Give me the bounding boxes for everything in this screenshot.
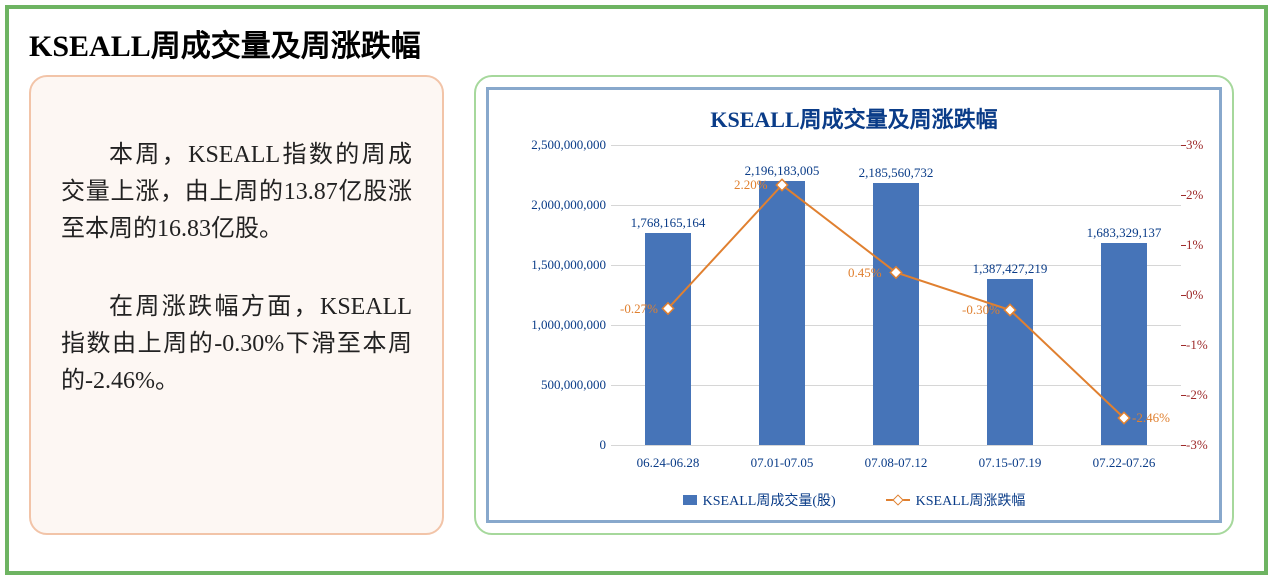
y1-tick-label: 500,000,000 [541,377,606,393]
y1-tick-label: 1,000,000,000 [531,317,606,333]
y1-tick-label: 1,500,000,000 [531,257,606,273]
y2-tick-label: 1% [1186,237,1203,253]
y2-tick-label: 3% [1186,137,1203,153]
line-overlay [611,145,1181,445]
legend-swatch-line [886,499,910,501]
legend-item-volume: KSEALL周成交量(股) [683,490,836,510]
x-tick-label: 07.01-07.05 [725,455,839,471]
y2-tick-label: -3% [1186,437,1208,453]
content-row: 本周，KSEALL指数的周成交量上涨，由上周的13.87亿股涨至本周的16.83… [29,75,1244,535]
paragraph-2: 在周涨跌幅方面，KSEALL指数由上周的-0.30%下滑至本周的-2.46%。 [61,289,412,401]
y1-tick-label: 2,000,000,000 [531,197,606,213]
legend: KSEALL周成交量(股) KSEALL周涨跌幅 [489,490,1219,510]
line-value-label: 2.20% [734,177,768,193]
x-axis-labels: 06.24-06.2807.01-07.0507.08-07.1207.15-0… [611,455,1181,471]
line-value-label: -0.30% [962,302,1000,318]
y2-tick-label: -2% [1186,387,1208,403]
y2-tick-label: -1% [1186,337,1208,353]
x-tick-label: 07.15-07.19 [953,455,1067,471]
chart-panel: KSEALL周成交量及周涨跌幅 0500,000,0001,000,000,00… [474,75,1234,535]
chart-title: KSEALL周成交量及周涨跌幅 [489,102,1219,134]
y1-tick-label: 2,500,000,000 [531,137,606,153]
gridline [611,445,1181,446]
line-value-label: 0.45% [848,265,882,281]
legend-item-pct: KSEALL周涨跌幅 [886,490,1026,510]
y2-tick-label: 2% [1186,187,1203,203]
x-tick-label: 07.08-07.12 [839,455,953,471]
y2-tick-label: 0% [1186,287,1203,303]
page-title: KSEALL周成交量及周涨跌幅 [29,21,1244,65]
description-panel: 本周，KSEALL指数的周成交量上涨，由上周的13.87亿股涨至本周的16.83… [29,75,444,535]
slide-frame: KSEALL周成交量及周涨跌幅 本周，KSEALL指数的周成交量上涨，由上周的1… [5,5,1268,575]
legend-label-pct: KSEALL周涨跌幅 [916,490,1026,510]
line-value-label: -2.46% [1132,410,1170,426]
paragraph-1: 本周，KSEALL指数的周成交量上涨，由上周的13.87亿股涨至本周的16.83… [61,137,412,249]
plot-area: 0500,000,0001,000,000,0001,500,000,0002,… [611,145,1181,445]
line-value-label: -0.27% [620,301,658,317]
chart-inner: KSEALL周成交量及周涨跌幅 0500,000,0001,000,000,00… [486,87,1222,523]
legend-swatch-bar [683,495,697,505]
y1-tick-label: 0 [600,437,607,453]
x-tick-label: 06.24-06.28 [611,455,725,471]
legend-label-volume: KSEALL周成交量(股) [703,490,836,510]
x-tick-label: 07.22-07.26 [1067,455,1181,471]
